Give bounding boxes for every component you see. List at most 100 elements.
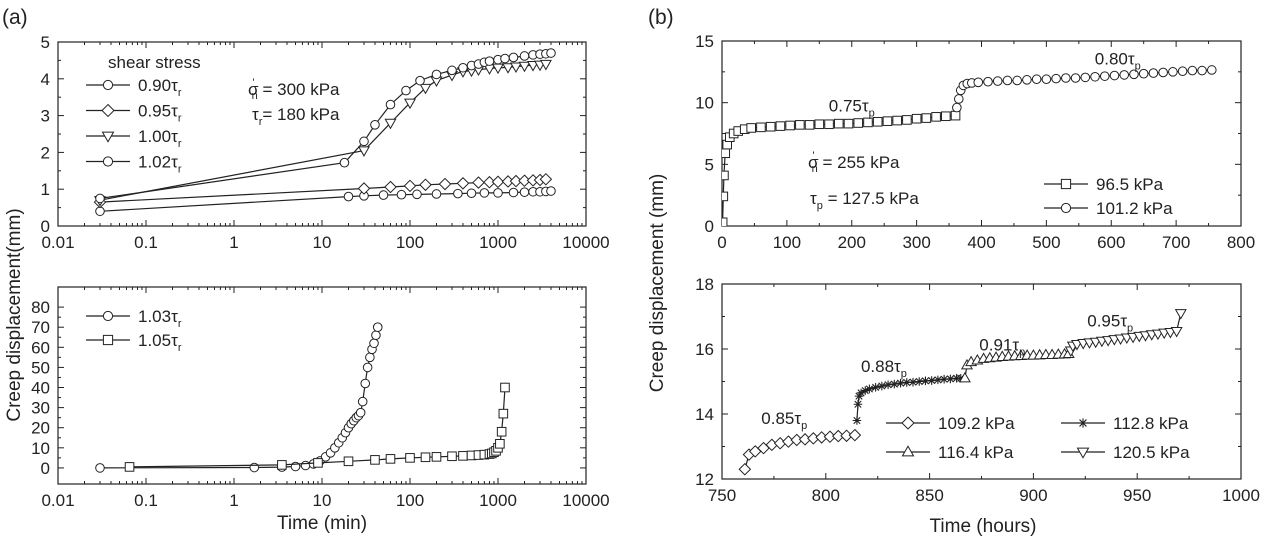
data-point xyxy=(921,376,930,386)
y-tick-label: 3 xyxy=(41,107,50,126)
data-point xyxy=(357,396,368,407)
data-point xyxy=(883,380,893,390)
data-point xyxy=(300,460,311,471)
data-point xyxy=(339,157,350,168)
data-point xyxy=(992,76,1003,86)
data-point xyxy=(939,374,949,384)
y-tick-label: 70 xyxy=(31,318,50,337)
y-tick-label: 1 xyxy=(41,180,50,199)
y-tick-label: 60 xyxy=(31,338,50,357)
data-point xyxy=(359,136,369,147)
data-point xyxy=(853,399,863,409)
data-point xyxy=(502,63,515,74)
x-tick-label: 0.01 xyxy=(41,491,74,510)
data-point xyxy=(856,388,866,398)
data-point xyxy=(950,110,961,121)
series-layer xyxy=(738,309,1187,476)
x-tick-label: 850 xyxy=(915,486,943,505)
y-tick-label: 0 xyxy=(41,459,50,478)
data-point xyxy=(384,180,397,194)
data-point xyxy=(519,187,530,197)
data-point xyxy=(378,190,389,200)
legend-marker xyxy=(102,156,114,167)
data-point xyxy=(453,188,463,199)
legend-marker xyxy=(101,131,115,143)
data-point xyxy=(509,62,522,74)
data-point xyxy=(877,381,887,391)
legend-label: 0.95τr xyxy=(138,102,182,125)
data-point xyxy=(447,451,457,462)
x-tick-label: 0.1 xyxy=(134,491,158,510)
series-layer xyxy=(93,48,556,217)
data-point xyxy=(1012,75,1022,86)
data-point xyxy=(1090,71,1100,82)
x-axis-label-a: Time (min) xyxy=(277,513,367,534)
data-point xyxy=(546,186,556,196)
data-point xyxy=(765,121,776,132)
y-tick-label: 80 xyxy=(31,298,50,317)
data-point xyxy=(1022,75,1032,85)
x-tick-label: 1 xyxy=(229,233,238,252)
data-point xyxy=(403,179,417,193)
data-point xyxy=(973,77,984,88)
data-point xyxy=(1170,326,1183,338)
legend-marker xyxy=(1060,178,1072,190)
y-tick-label: 15 xyxy=(695,32,714,51)
legend-marker xyxy=(1060,202,1072,214)
annotation-l088: 0.88τp xyxy=(861,357,907,380)
data-point xyxy=(95,463,105,473)
x-tick-label: 700 xyxy=(1162,233,1190,252)
y-tick-label: 50 xyxy=(31,358,50,377)
x-tick-label: 0.1 xyxy=(134,233,158,252)
data-point xyxy=(458,451,468,461)
chart-b-bottom: 750 800 850 900 950 1000 12 14 16 18 109.2 kPa 112.… xyxy=(695,275,1260,505)
data-point xyxy=(539,172,553,186)
panel-label-b: (b) xyxy=(648,6,674,29)
data-point xyxy=(902,115,912,125)
data-point xyxy=(896,378,905,388)
y-tick-label: 14 xyxy=(695,405,714,424)
data-point xyxy=(914,377,924,386)
data-point xyxy=(438,177,452,191)
data-point xyxy=(882,116,893,126)
data-point xyxy=(983,76,993,87)
data-point xyxy=(495,438,505,449)
data-point xyxy=(546,48,556,58)
data-point xyxy=(484,56,495,66)
chart-b-top: 0 100 200 300 400 500 600 700 800 0 5 10 15 96.5 kPa 1… xyxy=(695,32,1255,252)
data-point xyxy=(1051,73,1061,84)
data-point xyxy=(362,362,373,373)
x-tick-label: 950 xyxy=(1123,486,1151,505)
series-layer xyxy=(722,65,1217,226)
data-point xyxy=(1197,65,1207,76)
x-tick-label: 750 xyxy=(708,486,736,505)
data-point xyxy=(933,375,943,385)
data-point xyxy=(1109,70,1120,81)
x-tick-label: 500 xyxy=(1032,233,1060,252)
legend-title: shear stress xyxy=(108,53,201,72)
data-point xyxy=(526,61,540,72)
data-point xyxy=(931,112,941,122)
data-point xyxy=(277,460,287,470)
data-point xyxy=(431,452,442,462)
data-point xyxy=(1168,67,1178,77)
data-point xyxy=(872,116,883,127)
y-axis-label-b: Creep displacement (mm) xyxy=(647,174,668,393)
data-point xyxy=(892,115,902,126)
data-point xyxy=(385,454,396,464)
data-point xyxy=(415,75,425,86)
data-point xyxy=(1061,73,1071,83)
y-tick-label: 10 xyxy=(31,439,50,458)
data-point xyxy=(370,120,380,130)
data-point xyxy=(360,378,371,389)
legend-marker xyxy=(1076,447,1090,459)
data-point xyxy=(1138,68,1149,79)
data-point xyxy=(419,83,432,95)
x-tick-label: 0 xyxy=(717,233,726,252)
data-point xyxy=(854,391,864,401)
data-point xyxy=(1187,65,1198,76)
data-point xyxy=(848,428,862,442)
data-point xyxy=(1158,67,1168,78)
annotation-l080: 0.80τp xyxy=(1095,49,1141,72)
